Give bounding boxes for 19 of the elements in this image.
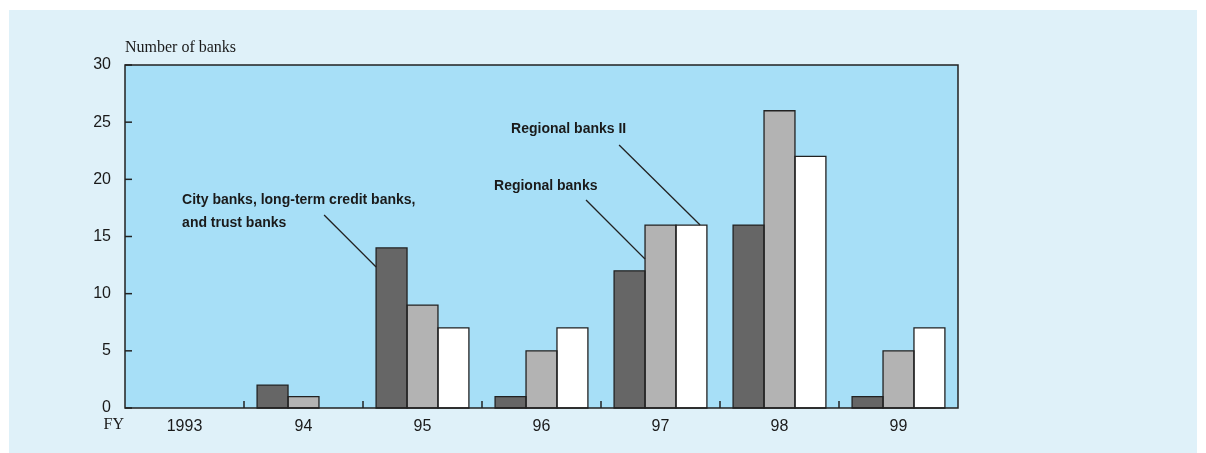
y-axis-title: Number of banks [125, 38, 237, 56]
x-tick-label: 96 [532, 417, 551, 435]
x-tick-label: 94 [294, 417, 313, 435]
series-label: City banks, long-term credit banks, and trust banks [182, 190, 416, 230]
x-tick-label: 95 [413, 417, 432, 435]
x-tick-label: 98 [770, 417, 789, 435]
x-tick-label: 97 [651, 417, 670, 435]
y-tick-label: 30 [93, 55, 112, 73]
text: Regional banks II [511, 119, 627, 136]
y-tick-label: 10 [93, 284, 112, 302]
x-tick-label: 99 [889, 417, 908, 435]
y-tick-label: 25 [93, 112, 112, 130]
text: Regional banks [494, 176, 598, 193]
y-tick-label: 15 [93, 226, 112, 244]
y-tick-label: 5 [102, 341, 112, 359]
y-tick-label: 0 [102, 398, 112, 416]
y-tick-label: 20 [93, 169, 112, 187]
x-tick-label: 1993 [166, 417, 203, 435]
x-axis-title: FY [103, 415, 125, 433]
